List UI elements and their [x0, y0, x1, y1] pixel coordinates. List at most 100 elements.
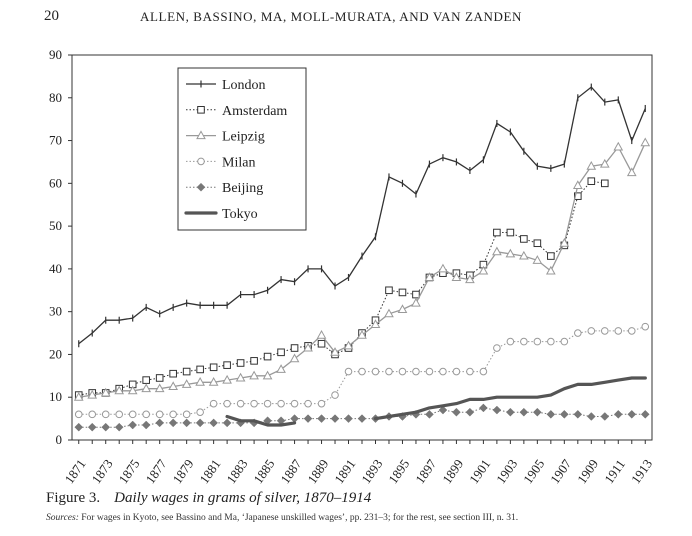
leipzig-point — [168, 381, 179, 391]
legend-label-london: London — [222, 78, 266, 93]
amsterdam-point — [574, 192, 582, 200]
amsterdam-point — [506, 228, 515, 237]
milan-point — [223, 399, 231, 408]
beijing-point — [627, 409, 637, 419]
x-tick-label: 1899 — [439, 456, 466, 486]
leipzig-point — [357, 329, 367, 339]
milan-point — [236, 399, 245, 408]
milan-point — [547, 337, 555, 346]
legend-label-leipzig: Leipzig — [222, 130, 265, 145]
series-london — [78, 83, 646, 348]
beijing-point — [303, 414, 313, 423]
y-tick-label: 30 — [49, 304, 62, 319]
leipzig-point — [505, 248, 516, 258]
leipzig-point — [397, 304, 408, 314]
beijing-point — [465, 407, 475, 417]
amsterdam-point — [587, 177, 596, 185]
beijing-point — [74, 422, 84, 432]
beijing-point — [330, 414, 340, 423]
milan-point — [88, 410, 97, 419]
x-tick-label: 1893 — [358, 456, 385, 486]
beijing-point — [559, 409, 569, 419]
beijing-point — [344, 414, 353, 423]
milan-point — [627, 327, 636, 335]
amsterdam-point — [277, 348, 285, 357]
x-tick-label: 1889 — [304, 456, 331, 486]
leipzig-point — [330, 347, 340, 356]
y-tick-label: 90 — [49, 47, 62, 62]
leipzig-point — [303, 342, 313, 352]
milan-point — [398, 367, 407, 376]
x-tick-label: 1885 — [250, 456, 277, 486]
legend-label-amsterdam: Amsterdam — [222, 104, 287, 119]
leipzig-point — [195, 377, 205, 386]
beijing-point — [141, 420, 151, 430]
beijing-point — [168, 418, 178, 428]
page-number: 20 — [44, 8, 59, 24]
y-tick-label: 10 — [49, 389, 62, 404]
amsterdam-point — [223, 361, 231, 369]
leipzig-point — [519, 250, 529, 260]
milan-point — [182, 410, 191, 419]
milan-point — [317, 399, 326, 408]
leipzig-point — [114, 385, 125, 395]
beijing-point — [640, 409, 650, 419]
milan-point — [439, 367, 447, 376]
series-beijing — [74, 403, 650, 432]
leipzig-point — [276, 364, 286, 373]
milan-point — [600, 327, 609, 335]
beijing-point — [573, 409, 583, 419]
x-tick-label: 1897 — [412, 456, 439, 486]
beijing-point — [506, 407, 515, 417]
sources-text: For wages in Kyoto, see Bassino and Ma, … — [81, 513, 519, 523]
milan-point — [290, 399, 299, 408]
leipzig-line — [78, 142, 646, 398]
beijing-point — [479, 403, 488, 413]
sources-label: Sources: — [46, 513, 79, 523]
milan-point — [412, 367, 420, 376]
leipzig-point — [100, 387, 111, 397]
amsterdam-point — [520, 235, 528, 243]
leipzig-point — [181, 379, 192, 388]
milan-point — [263, 399, 272, 408]
x-tick-label: 1883 — [223, 456, 250, 486]
x-tick-label: 1901 — [466, 456, 493, 486]
x-tick-label: 1875 — [115, 456, 142, 486]
milan-point — [493, 344, 501, 352]
x-tick-label: 1911 — [601, 457, 628, 487]
amsterdam-point — [155, 374, 164, 382]
amsterdam-point — [182, 367, 191, 376]
milan-point — [560, 337, 569, 346]
milan-point — [250, 399, 258, 408]
series-milan — [74, 322, 650, 419]
series-leipzig — [73, 137, 651, 401]
legend-label-milan: Milan — [222, 155, 255, 170]
x-tick-label: 1913 — [628, 456, 655, 486]
milan-point — [142, 410, 150, 419]
beijing-point — [438, 405, 448, 415]
amsterdam-point — [317, 339, 326, 348]
leipzig-point — [370, 319, 381, 328]
y-tick-label: 50 — [49, 218, 62, 233]
leipzig-point — [559, 237, 570, 247]
leipzig-point — [316, 329, 327, 339]
y-tick-label: 0 — [56, 432, 63, 447]
beijing-point — [425, 409, 434, 419]
milan-point — [358, 367, 366, 376]
amsterdam-point — [142, 376, 150, 384]
series-tokyo — [225, 376, 647, 427]
leipzig-point — [343, 340, 354, 350]
leipzig-point — [154, 383, 165, 393]
milan-point — [304, 399, 312, 408]
milan-point — [209, 399, 218, 408]
legend-label-beijing: Beijing — [222, 181, 263, 196]
chart-legend: London Amsterdam Leipzig Milan Beijing Tokyo — [177, 67, 307, 231]
amsterdam-point — [493, 228, 501, 237]
beijing-point — [317, 414, 326, 423]
beijing-point — [209, 418, 218, 428]
leipzig-point — [249, 370, 259, 380]
leipzig-point — [222, 374, 232, 384]
leipzig-point — [289, 353, 300, 363]
amsterdam-point — [290, 344, 299, 352]
milan-point — [277, 399, 285, 408]
